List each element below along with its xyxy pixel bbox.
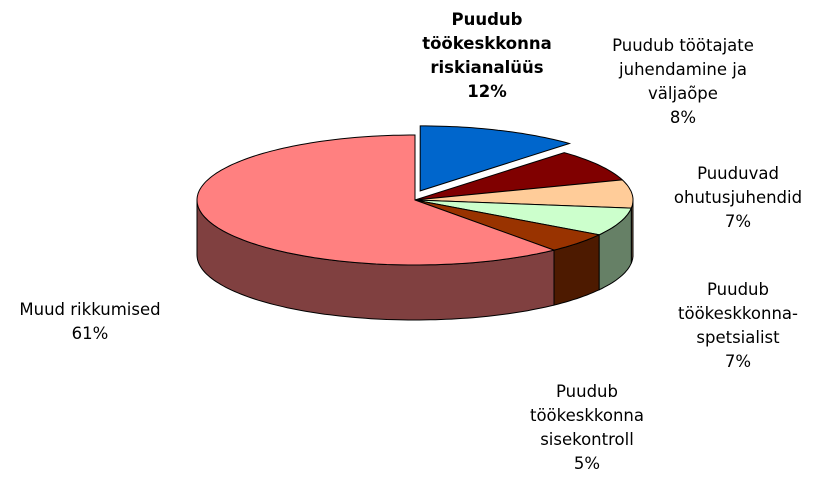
value-label: 8% — [669, 108, 697, 127]
value-label: 7% — [724, 352, 752, 371]
slice-label: Puuduvad ohutusjuhendid 7% — [653, 162, 823, 234]
slice — [414, 152, 624, 201]
value-label: 5% — [573, 454, 601, 473]
slice — [414, 199, 601, 251]
value-label: 7% — [724, 212, 752, 231]
category-name: Muud rikkumised — [19, 300, 161, 319]
value-label: 12% — [467, 82, 507, 101]
slice-label: Puudub töökeskkonna sisekontroll 5% — [502, 380, 672, 476]
slice-label: Puudub töötajate juhendamine ja väljaõpe… — [603, 34, 763, 130]
category-name: Puudub töökeskkonna sisekontroll — [529, 382, 645, 449]
slice-label: Puudub töökeskkonna riskianalüüs 12% — [422, 8, 552, 104]
slice — [414, 199, 633, 236]
slice — [419, 125, 572, 192]
category-name: Puuduvad ohutusjuhendid — [673, 164, 803, 207]
slice-label: Puudub töökeskkonna-spetsialist 7% — [653, 278, 823, 374]
value-label: 61% — [71, 324, 109, 343]
slice — [196, 134, 556, 266]
slice — [414, 179, 634, 209]
category-name: Puudub töökeskkonna-spetsialist — [678, 280, 798, 347]
category-name: Puudub töökeskkonna riskianalüüs — [422, 10, 552, 77]
category-name: Puudub töötajate juhendamine ja väljaõpe — [612, 36, 754, 103]
slice-label: Muud rikkumised 61% — [0, 298, 180, 346]
